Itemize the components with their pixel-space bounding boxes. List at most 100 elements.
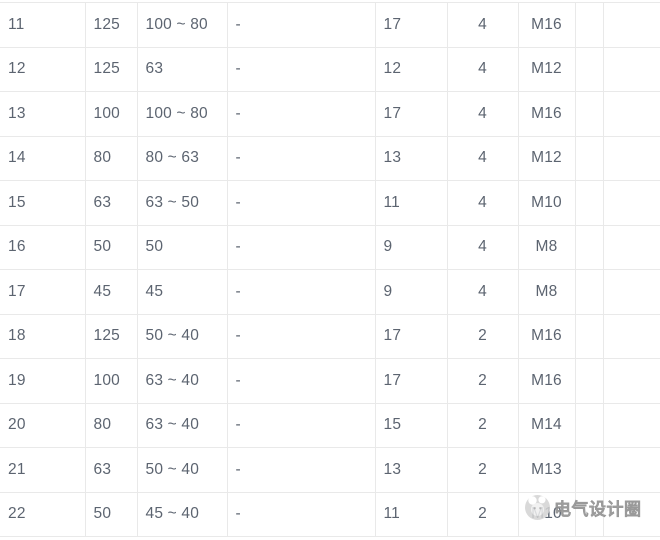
table-cell: - bbox=[227, 313, 376, 359]
table-cell: 80 ~ 63 bbox=[137, 135, 228, 181]
table-cell bbox=[603, 491, 660, 537]
table-cell bbox=[603, 180, 660, 225]
table-cell: 17 bbox=[375, 313, 448, 359]
table-cell: 100 bbox=[85, 358, 138, 403]
table-cell bbox=[603, 135, 660, 181]
table-cell: 17 bbox=[375, 2, 448, 47]
table-cell bbox=[575, 180, 604, 225]
table-cell: - bbox=[227, 402, 376, 448]
table-cell: 50 bbox=[137, 224, 228, 270]
table-cell: 11 bbox=[0, 2, 86, 47]
table-cell bbox=[575, 224, 604, 270]
table-cell: 63 ~ 40 bbox=[137, 358, 228, 403]
table-cell: 17 bbox=[375, 358, 448, 403]
table-row: 21 63 50 ~ 40-13 2 M13 bbox=[0, 447, 660, 492]
table-cell: 50 bbox=[85, 224, 138, 270]
table-cell: 4 bbox=[447, 224, 519, 270]
table-cell: 12 bbox=[375, 46, 448, 92]
table-cell: 2 bbox=[447, 447, 519, 492]
table-cell: 63 ~ 50 bbox=[137, 180, 228, 225]
table-cell: M8 bbox=[518, 224, 576, 270]
table-cell: 2 bbox=[447, 402, 519, 448]
table-cell: 50 ~ 40 bbox=[137, 313, 228, 359]
table-cell bbox=[575, 402, 604, 448]
table-cell: 4 bbox=[447, 269, 519, 314]
table-cell: 17 bbox=[0, 269, 86, 314]
table-cell: - bbox=[227, 269, 376, 314]
table-cell bbox=[575, 46, 604, 92]
table-row: 11 125 100 ~ 80-17 4 M16 bbox=[0, 2, 660, 47]
table-cell: M12 bbox=[518, 135, 576, 181]
table-row: 17 45 45-9 4 M8 bbox=[0, 269, 660, 314]
table-cell: 80 bbox=[85, 135, 138, 181]
table-cell: 15 bbox=[0, 180, 86, 225]
table-cell: 16 bbox=[0, 224, 86, 270]
table-cell: 13 bbox=[0, 91, 86, 136]
table-cell: 15 bbox=[375, 402, 448, 448]
table-cell bbox=[575, 269, 604, 314]
table-cell: - bbox=[227, 2, 376, 47]
table-cell: 100 ~ 80 bbox=[137, 91, 228, 136]
table-cell: 4 bbox=[447, 91, 519, 136]
table-cell: M10 bbox=[518, 180, 576, 225]
table-cell: 4 bbox=[447, 135, 519, 181]
table-row: 20 80 63 ~ 40-15 2 M14 bbox=[0, 402, 660, 448]
table-cell: 9 bbox=[375, 269, 448, 314]
table-cell: M16 bbox=[518, 313, 576, 359]
table-cell: 100 bbox=[85, 91, 138, 136]
table-cell: 45 bbox=[85, 269, 138, 314]
table-cell: M14 bbox=[518, 402, 576, 448]
table-cell bbox=[603, 224, 660, 270]
table-cell: 4 bbox=[447, 2, 519, 47]
table-cell: 20 bbox=[0, 402, 86, 448]
table-row: 12 125 63-12 4 M12 bbox=[0, 46, 660, 92]
table-cell: 17 bbox=[375, 91, 448, 136]
table-cell: 9 bbox=[375, 224, 448, 270]
table-cell bbox=[603, 46, 660, 92]
table-cell bbox=[603, 313, 660, 359]
table-cell: - bbox=[227, 180, 376, 225]
table-row: 13 100 100 ~ 80-17 4 M16 bbox=[0, 91, 660, 136]
table-cell: 63 ~ 40 bbox=[137, 402, 228, 448]
table-cell: 14 bbox=[0, 135, 86, 181]
table-row: 22 50 45 ~ 40-11 2 M10 bbox=[0, 491, 660, 537]
table-cell: - bbox=[227, 447, 376, 492]
table-cell: 63 bbox=[85, 180, 138, 225]
table-cell: 100 ~ 80 bbox=[137, 2, 228, 47]
table-cell: 50 bbox=[85, 491, 138, 537]
table-cell: M13 bbox=[518, 447, 576, 492]
table-cell bbox=[603, 402, 660, 448]
table-cell: 63 bbox=[85, 447, 138, 492]
table-cell bbox=[575, 2, 604, 47]
table-cell: - bbox=[227, 46, 376, 92]
table-cell bbox=[575, 135, 604, 181]
table-cell: M16 bbox=[518, 358, 576, 403]
table-cell: 80 bbox=[85, 402, 138, 448]
table-cell: 125 bbox=[85, 2, 138, 47]
table-cell bbox=[603, 269, 660, 314]
table-cell: M10 bbox=[518, 491, 576, 537]
table-cell: 2 bbox=[447, 313, 519, 359]
table-cell bbox=[603, 447, 660, 492]
table-cell: 4 bbox=[447, 180, 519, 225]
table-cell: M12 bbox=[518, 46, 576, 92]
table-cell: 12 bbox=[0, 46, 86, 92]
table-cell bbox=[575, 91, 604, 136]
table-cell: - bbox=[227, 91, 376, 136]
table-row: 14 80 80 ~ 63-13 4 M12 bbox=[0, 135, 660, 181]
table-cell bbox=[575, 491, 604, 537]
table-cell bbox=[603, 2, 660, 47]
table-cell: 45 bbox=[137, 269, 228, 314]
table-cell: 125 bbox=[85, 46, 138, 92]
table-row: 19 100 63 ~ 40-17 2 M16 bbox=[0, 358, 660, 403]
table-cell bbox=[575, 313, 604, 359]
table-cell bbox=[603, 91, 660, 136]
table-cell: 50 ~ 40 bbox=[137, 447, 228, 492]
table-cell: 2 bbox=[447, 358, 519, 403]
table-cell: 2 bbox=[447, 491, 519, 537]
table-cell bbox=[575, 447, 604, 492]
table-cell: 11 bbox=[375, 180, 448, 225]
